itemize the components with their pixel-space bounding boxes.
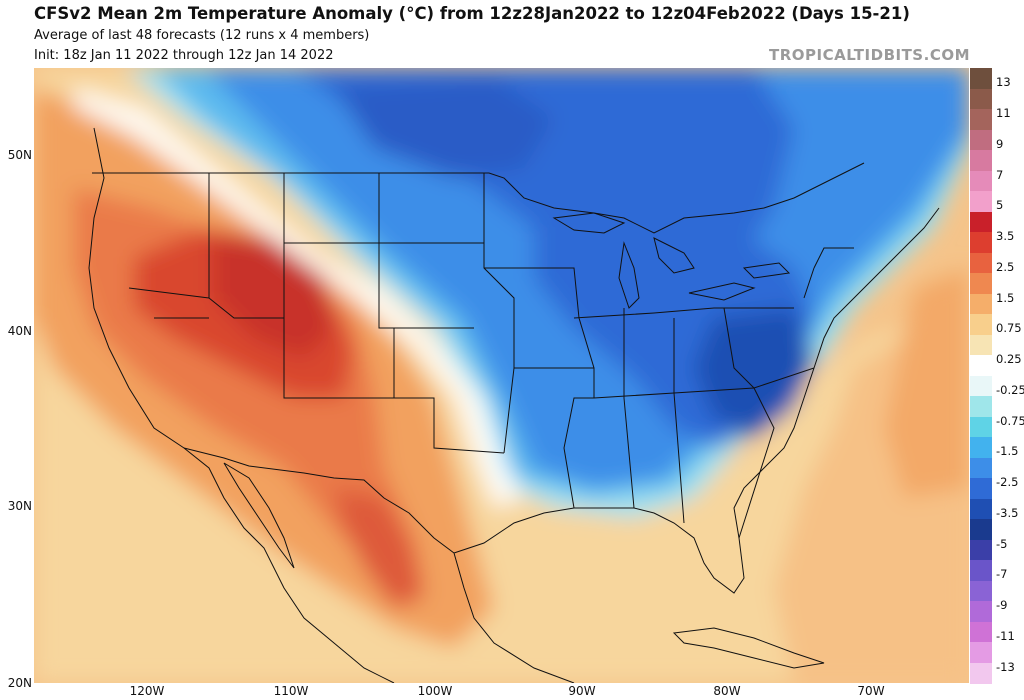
color-scale-label: -3.5 bbox=[996, 505, 1019, 520]
map-boundaries bbox=[88, 127, 940, 683]
color-scale-swatch bbox=[970, 252, 992, 274]
map-header: CFSv2 Mean 2m Temperature Anomaly (°C) f… bbox=[34, 0, 994, 68]
lon-label-100w: 100W bbox=[417, 684, 453, 698]
color-scale-label: -9 bbox=[996, 598, 1008, 613]
color-scale-swatch bbox=[970, 580, 992, 602]
color-scale-bar bbox=[970, 68, 992, 684]
lon-label-120w: 120W bbox=[129, 684, 165, 698]
color-scale-swatch bbox=[970, 498, 992, 520]
color-scale-swatch bbox=[970, 191, 992, 213]
color-scale-swatch bbox=[970, 273, 992, 295]
color-scale-swatch bbox=[970, 519, 992, 541]
map-subtitle-ensemble: Average of last 48 forecasts (12 runs x … bbox=[34, 28, 370, 43]
lat-label-30n: 30N bbox=[7, 499, 32, 513]
color-scale-label: 11 bbox=[996, 106, 1011, 121]
lon-label-70w: 70W bbox=[857, 684, 885, 698]
color-scale-label: 9 bbox=[996, 136, 1004, 151]
color-scale-swatch bbox=[970, 170, 992, 192]
color-scale-swatch bbox=[970, 375, 992, 397]
color-scale-swatch bbox=[970, 88, 992, 110]
map-subtitle-init: Init: 18z Jan 11 2022 through 12z Jan 14… bbox=[34, 48, 334, 63]
color-scale-label: -11 bbox=[996, 628, 1015, 643]
anomaly-map bbox=[34, 68, 969, 683]
color-scale-label: 5 bbox=[996, 198, 1004, 213]
color-scale-label: 2.5 bbox=[996, 259, 1015, 274]
color-scale-label: 1.5 bbox=[996, 290, 1015, 305]
color-scale-label: 3.5 bbox=[996, 229, 1015, 244]
color-scale-label: -5 bbox=[996, 536, 1008, 551]
lat-label-50n: 50N bbox=[7, 148, 32, 162]
color-scale-label: -2.5 bbox=[996, 475, 1019, 490]
color-scale-label: -0.75 bbox=[996, 413, 1024, 428]
color-scale-swatch bbox=[970, 129, 992, 151]
map-canvas bbox=[34, 68, 969, 683]
color-scale-swatch bbox=[970, 560, 992, 582]
color-scale-swatch bbox=[970, 150, 992, 172]
lat-label-20n: 20N bbox=[7, 676, 32, 690]
color-scale-swatch bbox=[970, 457, 992, 479]
color-scale-swatch bbox=[970, 396, 992, 418]
color-scale-swatch bbox=[970, 642, 992, 664]
color-scale-swatch bbox=[970, 211, 992, 233]
color-scale-swatch bbox=[970, 478, 992, 500]
brand-watermark: TROPICALTIDBITS.COM bbox=[769, 46, 970, 64]
color-scale-label: -0.25 bbox=[996, 382, 1024, 397]
color-scale-swatch bbox=[970, 68, 992, 90]
color-scale-label: -13 bbox=[996, 659, 1015, 674]
map-title: CFSv2 Mean 2m Temperature Anomaly (°C) f… bbox=[34, 4, 910, 23]
color-scale-swatch bbox=[970, 109, 992, 131]
color-scale-label: -7 bbox=[996, 567, 1008, 582]
color-scale-label: 7 bbox=[996, 167, 1004, 182]
color-scale-swatch bbox=[970, 601, 992, 623]
color-scale-label: 0.75 bbox=[996, 321, 1022, 336]
color-scale-swatch bbox=[970, 437, 992, 459]
color-scale-label: 13 bbox=[996, 75, 1011, 90]
anomaly-shading bbox=[34, 68, 969, 683]
color-scale-swatch bbox=[970, 662, 992, 684]
color-scale-swatch bbox=[970, 232, 992, 254]
color-scale-swatch bbox=[970, 355, 992, 377]
color-scale-label: -1.5 bbox=[996, 444, 1019, 459]
color-scale-swatch bbox=[970, 621, 992, 643]
color-scale-swatch bbox=[970, 416, 992, 438]
lon-label-80w: 80W bbox=[713, 684, 741, 698]
lon-label-110w: 110W bbox=[273, 684, 309, 698]
color-scale-label: 0.25 bbox=[996, 352, 1022, 367]
color-scale-swatch bbox=[970, 314, 992, 336]
color-scale-swatch bbox=[970, 539, 992, 561]
lon-label-90w: 90W bbox=[568, 684, 596, 698]
lat-label-40n: 40N bbox=[7, 324, 32, 338]
color-scale-swatch bbox=[970, 334, 992, 356]
color-scale-swatch bbox=[970, 293, 992, 315]
